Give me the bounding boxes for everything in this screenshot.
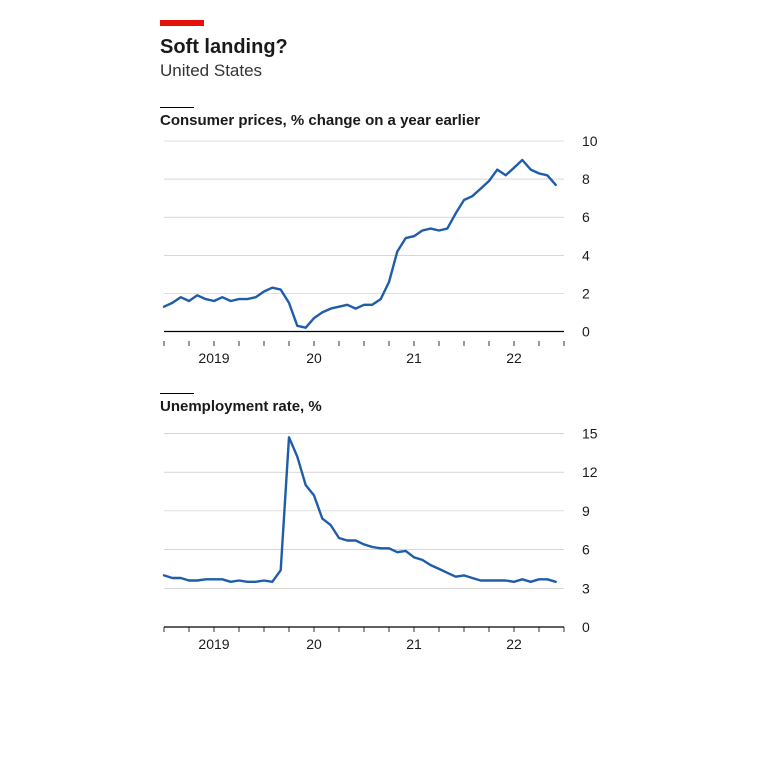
- chart-block-1: Unemployment rate, % 0 3 6 9 12 15 2019 20 21 22: [160, 393, 728, 657]
- subtitle: United States: [160, 61, 728, 81]
- y-tick-label: 4: [582, 247, 590, 263]
- chart-svg: 0 3 6 9 12 15 2019 20 21 22: [160, 421, 624, 657]
- y-tick-label: 10: [582, 135, 598, 149]
- chart-container: Soft landing? United States Consumer pri…: [0, 0, 768, 768]
- chart-block-0: Consumer prices, % change on a year earl…: [160, 107, 728, 371]
- x-tick-label: 2019: [198, 350, 229, 366]
- data-line: [164, 160, 556, 328]
- x-tick-label: 20: [306, 636, 322, 652]
- accent-bar: [160, 20, 204, 26]
- x-tick-label: 22: [506, 636, 522, 652]
- y-tick-label: 3: [582, 580, 590, 596]
- y-tick-label: 6: [582, 542, 590, 558]
- y-tick-label: 0: [582, 323, 590, 339]
- data-line: [164, 437, 556, 582]
- y-tick-label: 9: [582, 503, 590, 519]
- chart-title: Consumer prices, % change on a year earl…: [160, 112, 728, 129]
- y-tick-label: 8: [582, 171, 590, 187]
- x-tick-label: 21: [406, 350, 422, 366]
- chart-dash: [160, 393, 194, 394]
- chart-dash: [160, 107, 194, 108]
- chart-title: Unemployment rate, %: [160, 398, 728, 415]
- y-tick-label: 15: [582, 425, 598, 441]
- main-title: Soft landing?: [160, 36, 728, 59]
- y-tick-label: 0: [582, 619, 590, 635]
- x-tick-label: 21: [406, 636, 422, 652]
- chart-svg: 0 2 4 6 8 10 2019 20 21 22: [160, 135, 624, 371]
- y-tick-label: 12: [582, 464, 598, 480]
- x-tick-label: 22: [506, 350, 522, 366]
- y-tick-label: 6: [582, 209, 590, 225]
- y-tick-label: 2: [582, 285, 590, 301]
- x-tick-label: 20: [306, 350, 322, 366]
- x-tick-label: 2019: [198, 636, 229, 652]
